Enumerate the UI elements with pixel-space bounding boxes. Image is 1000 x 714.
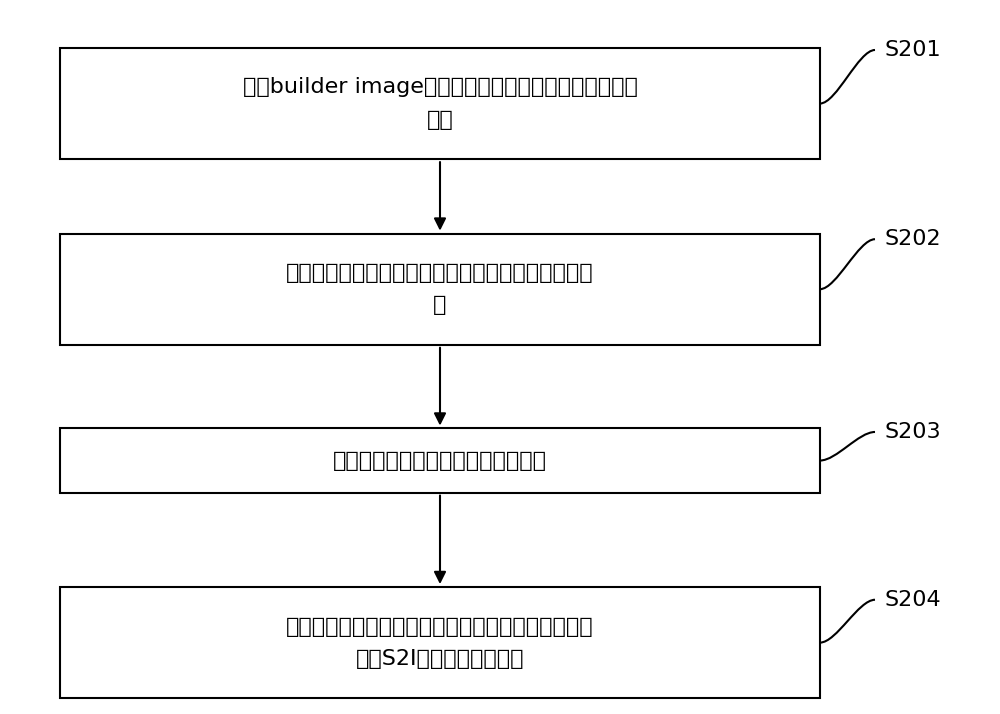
Text: 本: 本: [433, 295, 447, 316]
FancyBboxPatch shape: [60, 49, 820, 159]
Text: S203: S203: [885, 422, 942, 442]
Text: 使用业务应用程序测试构建器镜像，且在测试成功后: 使用业务应用程序测试构建器镜像，且在测试成功后: [286, 616, 594, 637]
Text: S202: S202: [885, 229, 942, 249]
Text: 构件: 构件: [427, 109, 453, 130]
FancyBboxPatch shape: [60, 428, 820, 493]
Text: 定义构建器镜像的分层结构，并运行依赖构件中的脚: 定义构建器镜像的分层结构，并运行依赖构件中的脚: [286, 263, 594, 283]
Text: S204: S204: [885, 590, 942, 610]
Text: 生成构建器镜像的服务器的配置文件: 生成构建器镜像的服务器的配置文件: [333, 451, 547, 471]
FancyBboxPatch shape: [60, 587, 820, 698]
Text: 生成S2I相关的构建器镜像: 生成S2I相关的构建器镜像: [356, 648, 524, 669]
FancyBboxPatch shape: [60, 234, 820, 345]
Text: S201: S201: [885, 40, 942, 60]
Text: 准备builder image的上下文环境，创建所有必要的依赖: 准备builder image的上下文环境，创建所有必要的依赖: [243, 77, 637, 98]
